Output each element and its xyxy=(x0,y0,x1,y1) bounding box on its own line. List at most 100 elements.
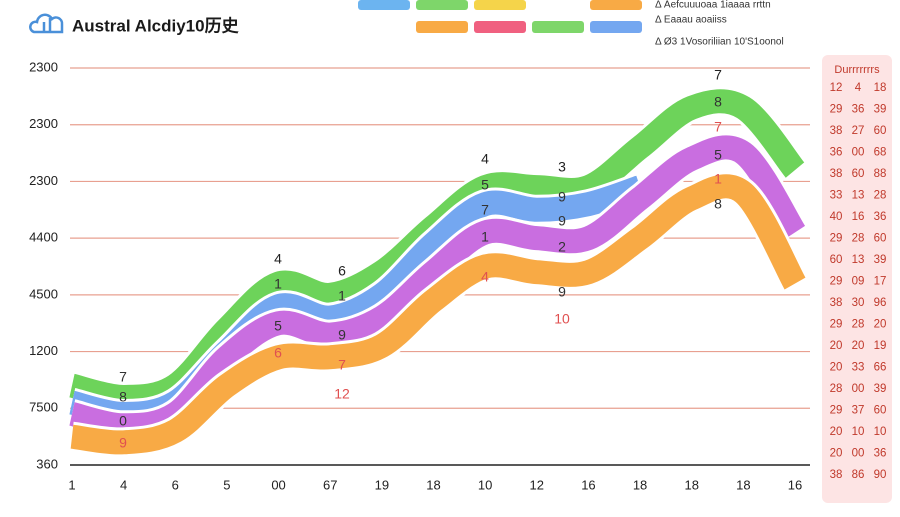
annotation: 8 xyxy=(119,389,127,405)
table-cell: 28 xyxy=(874,190,887,202)
table-cell: 33 xyxy=(830,190,843,202)
table-cell: 29 xyxy=(830,405,843,417)
table-cell: 29 xyxy=(830,319,843,331)
table-cell: 60 xyxy=(852,168,865,180)
annotation: 1 xyxy=(274,276,282,292)
table-cell: 20 xyxy=(830,340,843,352)
table-cell: 36 xyxy=(874,448,887,460)
y-tick-label: 4500 xyxy=(29,286,58,301)
legend-note: Δ Aefcuuuoaa 1iaaaa rrttn xyxy=(655,0,771,11)
logo-icon xyxy=(29,13,64,34)
annotation: 0 xyxy=(119,413,127,429)
annotation: 1 xyxy=(714,171,722,187)
table-cell: 16 xyxy=(852,211,865,223)
x-tick-label: 18 xyxy=(426,477,440,492)
table-cell: 36 xyxy=(874,211,887,223)
table-cell: 30 xyxy=(852,297,865,309)
chart-title: Austral Alcdiy10历史 xyxy=(72,15,240,35)
table-cell: 29 xyxy=(830,233,843,245)
legend-note: Δ Ø3 1Vosoriliian 10'S1oonol xyxy=(655,37,784,48)
annotation: 7 xyxy=(481,202,489,218)
table-cell: 20 xyxy=(852,340,865,352)
annotation: 1 xyxy=(338,288,346,304)
annotation: 8 xyxy=(714,94,722,110)
x-tick-label: 16 xyxy=(581,477,595,492)
y-tick-label: 7500 xyxy=(29,400,58,415)
annotation: 9 xyxy=(558,284,566,300)
y-tick-label: 2300 xyxy=(29,59,58,74)
table-cell: 13 xyxy=(852,254,865,266)
table-cell: 09 xyxy=(852,276,865,288)
table-cell: 60 xyxy=(830,254,843,266)
x-tick-label: 16 xyxy=(788,477,802,492)
annotation: 10 xyxy=(554,311,570,327)
table-cell: 4 xyxy=(855,82,862,94)
annotation: 9 xyxy=(338,327,346,343)
table-cell: 18 xyxy=(874,82,887,94)
table-cell: 10 xyxy=(852,426,865,438)
x-tick-label: 18 xyxy=(633,477,647,492)
x-tick-label: 6 xyxy=(172,477,179,492)
annotation: 5 xyxy=(481,177,489,193)
series-band xyxy=(70,174,806,455)
table-cell: 86 xyxy=(852,469,865,481)
table-cell: 39 xyxy=(874,254,887,266)
table-cell: 40 xyxy=(830,211,843,223)
table-cell: 20 xyxy=(830,448,843,460)
y-tick-label: 2300 xyxy=(29,173,58,188)
table-cell: 33 xyxy=(852,362,865,374)
table-cell: 29 xyxy=(830,276,843,288)
table-cell: 20 xyxy=(830,362,843,374)
legend-note: Δ Eaaau aoaiiss xyxy=(655,15,727,26)
annotation: 7 xyxy=(338,357,346,373)
table-cell: 19 xyxy=(874,340,887,352)
side-table-bg xyxy=(822,55,892,503)
annotation: 9 xyxy=(558,213,566,229)
table-cell: 68 xyxy=(874,147,887,159)
annotation: 9 xyxy=(558,189,566,205)
annotation: 3 xyxy=(558,159,566,175)
table-cell: 38 xyxy=(830,469,843,481)
table-cell: 39 xyxy=(874,104,887,116)
table-cell: 39 xyxy=(874,383,887,395)
table-cell: 36 xyxy=(852,104,865,116)
table-cell: 28 xyxy=(852,233,865,245)
x-tick-label: 12 xyxy=(530,477,544,492)
table-cell: 20 xyxy=(830,426,843,438)
x-tick-label: 18 xyxy=(736,477,750,492)
annotation: 7 xyxy=(714,119,722,135)
table-cell: 27 xyxy=(852,125,865,137)
x-tick-label: 18 xyxy=(684,477,698,492)
table-cell: 96 xyxy=(874,297,887,309)
table-cell: 90 xyxy=(874,469,887,481)
annotation: 1 xyxy=(481,229,489,245)
x-tick-label: 5 xyxy=(223,477,230,492)
table-cell: 60 xyxy=(874,405,887,417)
table-cell: 20 xyxy=(874,319,887,331)
table-cell: 00 xyxy=(852,448,865,460)
annotation: 4 xyxy=(274,251,282,267)
annotation: 6 xyxy=(338,263,346,279)
table-cell: 28 xyxy=(852,319,865,331)
table-cell: 12 xyxy=(830,82,843,94)
x-tick-label: 1 xyxy=(68,477,75,492)
y-tick-label: 360 xyxy=(36,456,58,471)
table-cell: 60 xyxy=(874,233,887,245)
table-cell: 00 xyxy=(852,383,865,395)
table-cell: 36 xyxy=(830,147,843,159)
annotation: 2 xyxy=(558,239,566,255)
table-cell: 29 xyxy=(830,104,843,116)
legend-chips xyxy=(358,0,642,33)
table-cell: 37 xyxy=(852,405,865,417)
annotation: 8 xyxy=(714,196,722,212)
y-tick-label: 4400 xyxy=(29,230,58,245)
x-tick-label: 00 xyxy=(271,477,285,492)
table-cell: 13 xyxy=(852,190,865,202)
annotation: 7 xyxy=(714,67,722,83)
annotation: 9 xyxy=(119,435,127,451)
annotation: 7 xyxy=(119,369,127,385)
x-tick-label: 67 xyxy=(323,477,337,492)
annotation: 4 xyxy=(481,151,489,167)
table-cell: 38 xyxy=(830,125,843,137)
